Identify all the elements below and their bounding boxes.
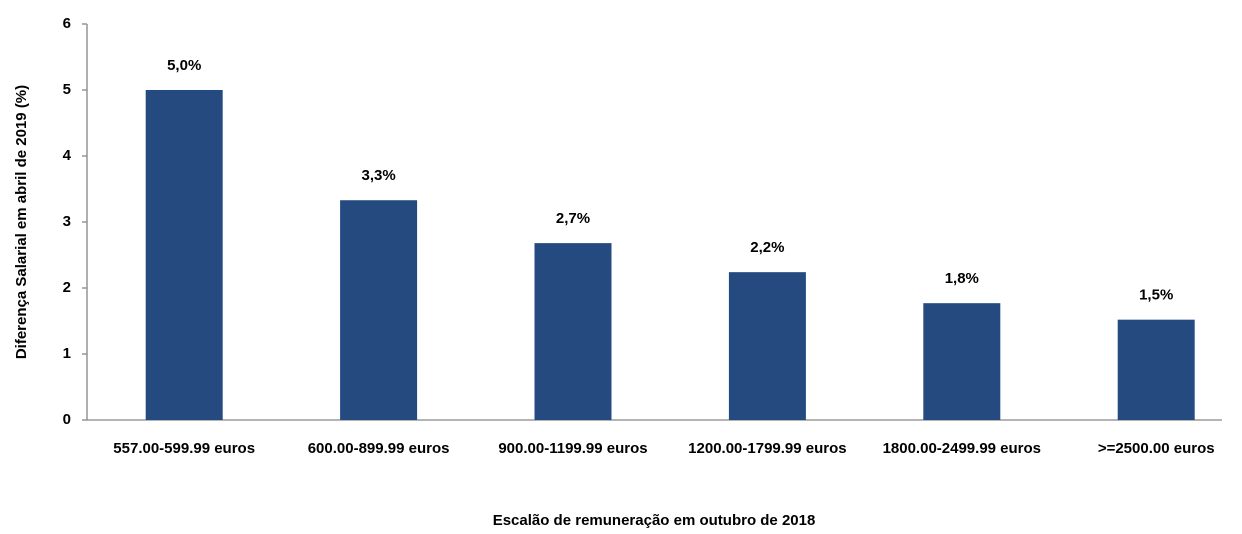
data-label: 3,3% bbox=[361, 167, 395, 184]
bar bbox=[145, 90, 223, 420]
data-label: 5,0% bbox=[167, 57, 201, 74]
x-tick-label: 1200.00-1799.99 euros bbox=[688, 440, 846, 457]
y-tick-label: 1 bbox=[63, 345, 71, 362]
x-tick-label: >=2500.00 euros bbox=[1098, 440, 1215, 457]
data-label: 1,5% bbox=[1139, 287, 1173, 304]
data-label: 2,7% bbox=[556, 210, 590, 227]
y-tick-label: 6 bbox=[63, 15, 71, 32]
bar bbox=[728, 272, 806, 420]
y-tick-label: 2 bbox=[63, 279, 71, 296]
bar bbox=[534, 243, 612, 420]
x-tick-label: 600.00-899.99 euros bbox=[308, 440, 450, 457]
y-tick-label: 3 bbox=[63, 213, 71, 230]
bar bbox=[340, 200, 418, 420]
x-tick-label: 1800.00-2499.99 euros bbox=[883, 440, 1041, 457]
x-axis-label: Escalão de remuneração em outubro de 201… bbox=[493, 512, 816, 529]
bar bbox=[1117, 319, 1195, 420]
data-label: 2,2% bbox=[750, 239, 784, 256]
y-tick-label: 4 bbox=[63, 147, 72, 164]
bar bbox=[923, 303, 1001, 420]
x-tick-label: 900.00-1199.99 euros bbox=[498, 440, 647, 457]
x-tick-label: 557.00-599.99 euros bbox=[113, 440, 255, 457]
data-label: 1,8% bbox=[945, 270, 979, 287]
y-tick-label: 0 bbox=[63, 411, 71, 428]
y-tick-label: 5 bbox=[63, 81, 71, 98]
y-axis-label: Diferença Salarial em abril de 2019 (%) bbox=[13, 85, 30, 359]
